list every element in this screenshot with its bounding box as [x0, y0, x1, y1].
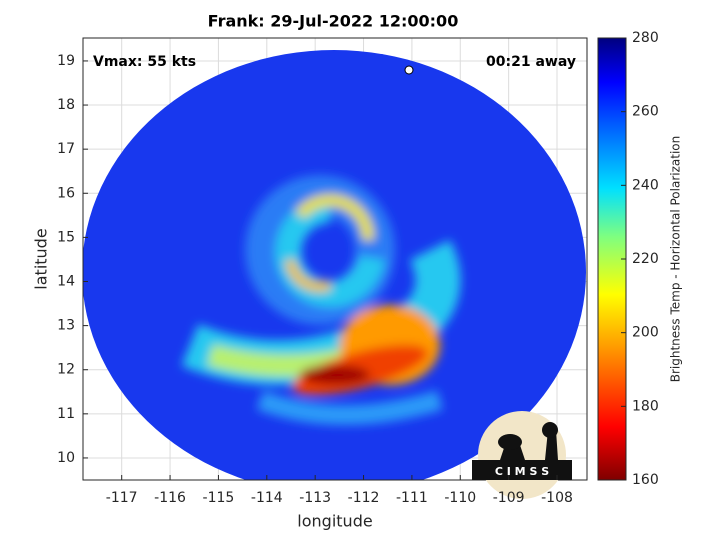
colorbar-tick-label: 200	[632, 325, 659, 341]
logo-text: C I M S S	[495, 465, 549, 478]
y-axis-label: latitude	[32, 228, 51, 289]
x-axis-label: longitude	[297, 512, 372, 531]
y-tick-label: 17	[57, 141, 75, 157]
colorbar-label: Brightness Temp - Horizontal Polarizatio…	[669, 136, 683, 383]
x-tick-label: -112	[348, 490, 380, 506]
x-tick-label: -113	[299, 490, 331, 506]
plot-frame	[82, 37, 588, 481]
y-tick-label: 11	[57, 406, 75, 422]
colorbar-tick-label: 180	[632, 398, 659, 414]
colorbar-tick-label: 160	[632, 472, 659, 488]
x-tick-label: -108	[541, 490, 573, 506]
colorbar-tick-label: 280	[632, 30, 659, 46]
y-tick-label: 14	[57, 273, 75, 289]
logo	[472, 411, 572, 499]
y-tick-label: 19	[57, 53, 75, 69]
x-tick-label: -116	[154, 490, 186, 506]
annotation: 00:21 away	[486, 54, 576, 70]
y-tick-label: 15	[57, 229, 75, 245]
x-tick-label: -111	[396, 490, 428, 506]
x-tick-label: -114	[251, 490, 283, 506]
chart-title: Frank: 29-Jul-2022 12:00:00	[208, 12, 459, 31]
x-tick-label: -115	[203, 490, 235, 506]
y-tick-label: 16	[57, 185, 75, 201]
marker	[404, 65, 414, 75]
x-tick-label: -109	[493, 490, 525, 506]
colorbar-tick-label: 260	[632, 104, 659, 120]
y-tick-label: 13	[57, 318, 75, 334]
colorbar-tick-label: 240	[632, 177, 659, 193]
storm-bands	[181, 175, 461, 425]
colorbar-tick-label: 220	[632, 251, 659, 267]
x-tick-label: -110	[444, 490, 476, 506]
annotation: Vmax: 55 kts	[93, 54, 196, 70]
y-tick-label: 12	[57, 362, 75, 378]
y-tick-label: 10	[57, 450, 75, 466]
y-tick-label: 18	[57, 97, 75, 113]
x-tick-label: -117	[106, 490, 138, 506]
swath	[83, 50, 586, 480]
